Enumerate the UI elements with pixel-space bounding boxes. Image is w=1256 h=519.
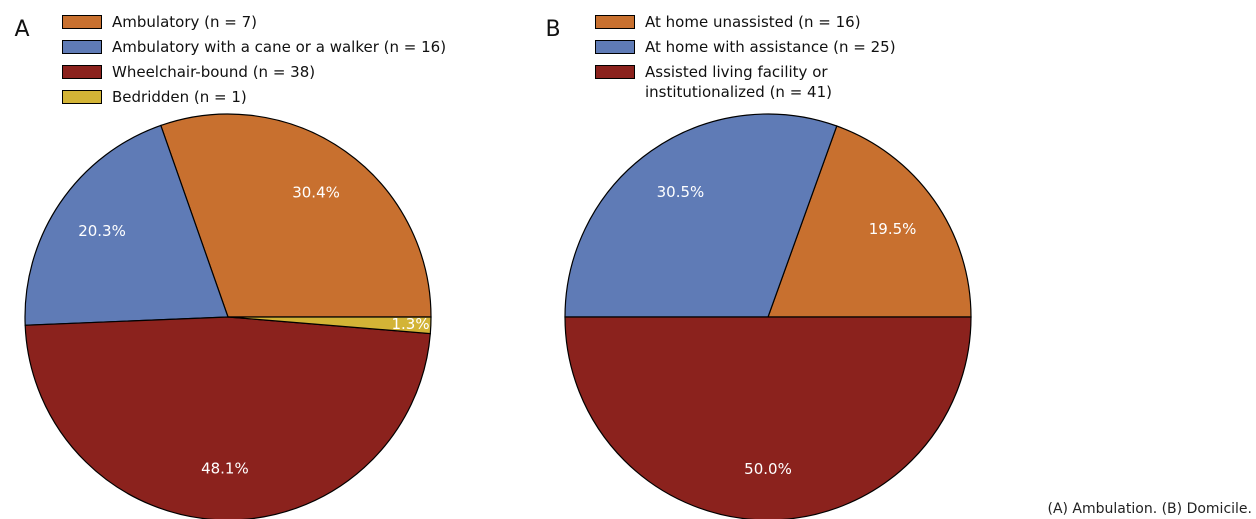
pie-slice [24, 124, 229, 326]
pie-slice [564, 113, 838, 318]
legend-entry: At home unassisted (n = 16) [595, 12, 896, 32]
legend-entry: Ambulatory with a cane or a walker (n = … [62, 37, 446, 57]
legend-swatch [595, 15, 635, 29]
legend-entry: Assisted living facility or institutiona… [595, 62, 896, 102]
caption: (A) Ambulation. (B) Domicile. [1047, 501, 1252, 517]
legend-swatch [595, 65, 635, 79]
legend-label: At home with assistance (n = 25) [645, 38, 896, 56]
legend-entry: Wheelchair-bound (n = 38) [62, 62, 446, 82]
panel-label: B [545, 17, 560, 42]
legend-entry: Bedridden (n = 1) [62, 87, 446, 107]
slice-label: 48.1% [201, 460, 249, 478]
legend-label: Assisted living facility or institutiona… [645, 63, 832, 101]
legend-entry: Ambulatory (n = 7) [62, 12, 446, 32]
pie-slice [227, 316, 432, 335]
legend-swatch [62, 40, 102, 54]
legend-swatch [62, 15, 102, 29]
pie-slice [564, 316, 972, 519]
legend-label: Ambulatory (n = 7) [112, 13, 257, 31]
slice-label: 20.3% [78, 222, 126, 240]
slice-label: 19.5% [869, 220, 917, 238]
legend: At home unassisted (n = 16) At home with … [595, 12, 896, 107]
slice-label: 50.0% [744, 460, 792, 478]
legend-label: At home unassisted (n = 16) [645, 13, 861, 31]
slice-label: 30.4% [292, 183, 340, 201]
legend-swatch [62, 65, 102, 79]
legend-entry: At home with assistance (n = 25) [595, 37, 896, 57]
panel-label: A [14, 17, 29, 42]
legend-label: Ambulatory with a cane or a walker (n = … [112, 38, 447, 56]
legend: Ambulatory (n = 7) Ambulatory with a cane… [62, 12, 446, 112]
slice-label: 1.3% [391, 315, 429, 333]
slice-label: 30.5% [657, 183, 705, 201]
legend-swatch [62, 90, 102, 104]
pie-slice [24, 316, 431, 519]
legend-label: Bedridden (n = 1) [112, 88, 247, 106]
legend-swatch [595, 40, 635, 54]
legend-label: Wheelchair-bound (n = 38) [112, 63, 316, 81]
pie-slice [767, 125, 972, 318]
pie-slice [160, 113, 432, 318]
